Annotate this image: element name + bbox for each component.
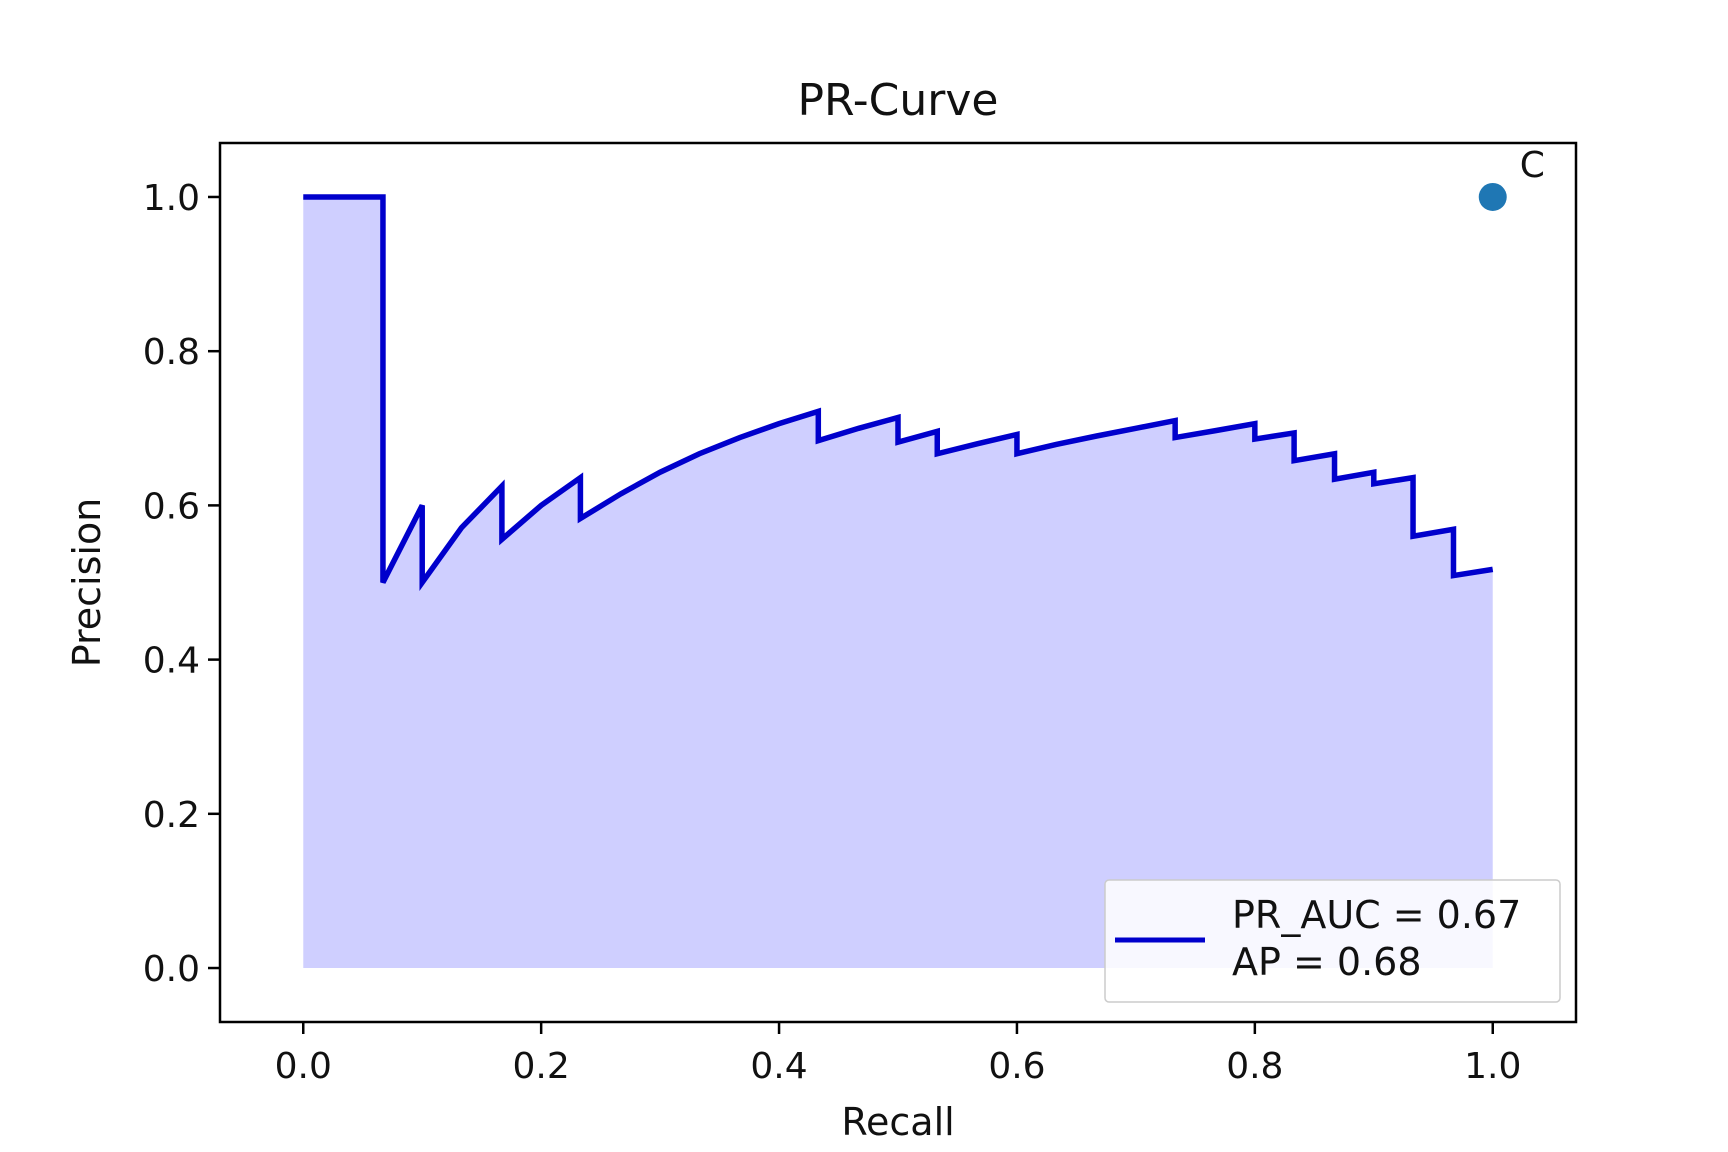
x-tick-label: 0.4 <box>750 1046 807 1087</box>
point-c-label: C <box>1520 145 1545 186</box>
y-tick-label: 0.4 <box>143 641 200 682</box>
x-tick-label: 0.0 <box>275 1046 332 1087</box>
legend: PR_AUC = 0.67 AP = 0.68 <box>1104 879 1561 1003</box>
y-tick-label: 0.0 <box>143 949 200 990</box>
plot-frame <box>218 141 1578 1024</box>
line-layer <box>303 194 1494 592</box>
y-tick-label: 0.2 <box>143 795 200 836</box>
y-axis-title: Precision <box>65 498 109 668</box>
y-tick-label: 0.6 <box>143 486 200 527</box>
fill-layer <box>303 196 1493 969</box>
x-tick-label: 1.0 <box>1464 1046 1521 1087</box>
pr-curve-line <box>303 194 1494 592</box>
x-axis-title: Recall <box>841 1100 954 1144</box>
y-tick-label: 1.0 <box>143 178 200 219</box>
point-layer: C <box>1478 145 1545 211</box>
y-axis: 0.0 0.2 0.4 0.6 0.8 1.0 <box>143 178 220 990</box>
legend-entry-ap: AP = 0.68 <box>1232 940 1422 984</box>
x-tick-label: 0.2 <box>513 1046 570 1087</box>
x-tick-label: 0.8 <box>1226 1046 1283 1087</box>
chart-title: PR-Curve <box>797 75 998 126</box>
point-c-marker <box>1478 182 1507 211</box>
x-tick-label: 0.6 <box>988 1046 1045 1087</box>
legend-box <box>1104 879 1561 1003</box>
legend-entry-pr-auc: PR_AUC = 0.67 <box>1232 893 1521 937</box>
y-tick-label: 0.8 <box>143 332 200 373</box>
pr-curve-fill <box>303 196 1493 969</box>
x-axis: 0.0 0.2 0.4 0.6 0.8 1.0 <box>275 1022 1521 1087</box>
